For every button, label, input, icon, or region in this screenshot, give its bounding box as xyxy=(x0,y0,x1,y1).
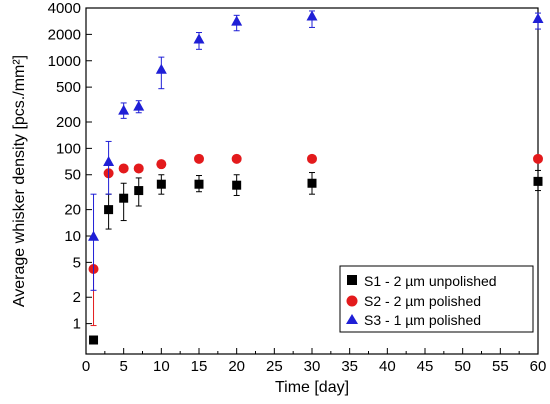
legend-marker-s2 xyxy=(346,295,358,307)
data-point-circle xyxy=(231,153,242,164)
y-axis-title: Average whisker density [pcs./mm²] xyxy=(11,55,28,307)
y-axis-ticks: 1 2 5 10 20 50 100 200 500 1000 2000 4000 xyxy=(48,0,92,333)
x-tick-label: 35 xyxy=(341,358,358,375)
legend-box xyxy=(339,265,534,333)
data-point-circle xyxy=(156,159,167,170)
data-point-triangle xyxy=(118,104,130,115)
legend-marker-s1 xyxy=(347,275,357,285)
data-point-square xyxy=(89,335,99,345)
x-tick-label: 15 xyxy=(191,358,208,375)
x-tick-label: 0 xyxy=(82,358,90,375)
y-tick-label: 2 xyxy=(73,289,81,306)
legend: S1 - 2 µm unpolished S2 - 2 µm polished … xyxy=(339,265,534,333)
y-tick-label: 4000 xyxy=(48,0,81,17)
data-point-triangle xyxy=(133,100,145,111)
y-tick-label: 1000 xyxy=(48,53,81,70)
x-tick-label: 50 xyxy=(454,358,471,375)
data-point-square xyxy=(104,205,114,215)
data-point-circle xyxy=(533,153,543,164)
data-point-square xyxy=(232,180,242,190)
x-tick-label: 60 xyxy=(530,358,547,375)
y-tick-label: 100 xyxy=(56,140,81,157)
legend-marker-s3 xyxy=(346,314,358,324)
x-tick-label: 20 xyxy=(228,358,245,375)
x-axis-title: Time [day] xyxy=(275,379,349,396)
legend-label-s2: S2 - 2 µm polished xyxy=(364,293,481,309)
x-tick-label: 30 xyxy=(304,358,321,375)
data-point-circle xyxy=(118,163,129,174)
data-point-triangle xyxy=(306,10,318,21)
y-tick-label: 20 xyxy=(64,202,81,219)
data-point-square xyxy=(134,186,144,196)
data-series xyxy=(88,10,544,345)
data-point-square xyxy=(533,176,543,186)
data-point-triangle xyxy=(103,155,115,166)
x-tick-label: 25 xyxy=(266,358,283,375)
data-point-square xyxy=(156,179,166,189)
data-point-circle xyxy=(133,163,144,174)
data-point-circle xyxy=(194,153,204,164)
data-point-triangle xyxy=(193,33,205,44)
y-tick-label: 50 xyxy=(64,167,81,184)
data-point-triangle xyxy=(88,230,100,241)
x-tick-label: 45 xyxy=(417,358,434,375)
y-tick-label: 200 xyxy=(56,114,81,131)
data-point-triangle xyxy=(532,12,544,23)
y-tick-label: 2000 xyxy=(48,26,81,43)
data-point-square xyxy=(307,178,317,188)
legend-label-s1: S1 - 2 µm unpolished xyxy=(364,273,497,289)
legend-label-s3: S3 - 1 µm polished xyxy=(364,312,481,328)
series-1 xyxy=(89,169,543,345)
data-point-square xyxy=(194,179,204,189)
x-axis-ticks: 0 5 10 15 20 25 30 35 40 45 50 55 60 xyxy=(82,348,547,375)
x-tick-label: 55 xyxy=(492,358,509,375)
x-tick-label: 40 xyxy=(379,358,396,375)
data-point-triangle xyxy=(155,63,167,74)
data-point-triangle xyxy=(231,15,243,26)
x-tick-label: 10 xyxy=(153,358,170,375)
x-tick-label: 5 xyxy=(119,358,127,375)
data-point-square xyxy=(119,193,129,203)
y-tick-label: 10 xyxy=(64,228,81,245)
data-point-circle xyxy=(307,153,317,164)
series-3 xyxy=(88,10,544,291)
y-tick-label: 500 xyxy=(56,79,81,96)
y-tick-label: 1 xyxy=(73,316,81,333)
y-tick-label: 5 xyxy=(73,254,81,271)
